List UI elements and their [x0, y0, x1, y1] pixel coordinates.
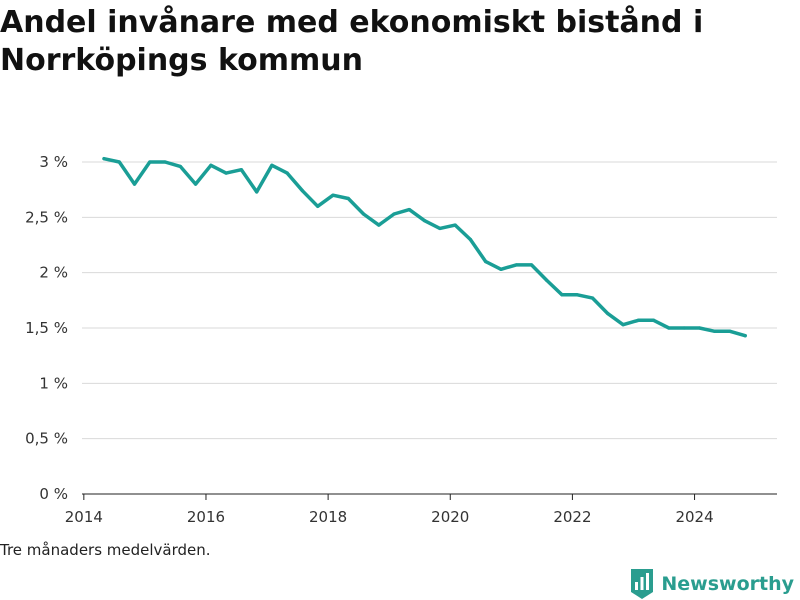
data-point: [682, 326, 686, 330]
grid-lines: [82, 161, 777, 440]
data-point: [392, 212, 396, 216]
x-tick-label: 2018: [309, 508, 347, 526]
footnote: Tre månaders medelvärden.: [0, 541, 211, 559]
y-tick-label: 3 %: [39, 153, 68, 171]
y-tick-label: 2 %: [39, 264, 68, 282]
data-point: [300, 189, 305, 193]
data-point: [545, 278, 549, 283]
data-point: [285, 171, 289, 175]
x-tick-label: 2020: [431, 508, 469, 526]
data-point: [529, 263, 534, 267]
y-tick-label: 1,5 %: [25, 319, 68, 337]
data-point: [728, 329, 732, 333]
data-point: [606, 312, 610, 316]
data-point: [453, 223, 457, 227]
chart-title: Andel invånare med ekonomiskt bistånd i …: [0, 5, 704, 78]
data-point: [102, 157, 106, 161]
data-point: [316, 204, 320, 208]
data-point: [484, 260, 488, 264]
y-tick-label: 0,5 %: [25, 430, 68, 448]
data-point: [621, 323, 625, 327]
data-point: [514, 263, 518, 267]
data-point: [163, 160, 167, 164]
data-point: [117, 160, 121, 164]
x-tick-label: 2024: [675, 508, 713, 526]
series-layer: [102, 156, 747, 338]
data-point: [423, 219, 427, 223]
data-point: [377, 223, 381, 227]
data-point: [468, 237, 473, 242]
data-point: [743, 334, 747, 338]
data-point: [636, 318, 640, 322]
data-point: [438, 226, 442, 230]
data-point: [499, 267, 503, 271]
brand-name: Newsworthy: [661, 573, 794, 595]
data-point: [224, 171, 228, 175]
data-point: [270, 163, 274, 167]
data-point: [667, 326, 671, 330]
x-tick-label: 2022: [553, 508, 591, 526]
data-point: [575, 293, 579, 297]
x-tick-label: 2016: [187, 508, 225, 526]
y-axis-labels: 0 % 0,5 % 1 % 1,5 % 2 % 2,5 % 3 %: [25, 153, 68, 503]
data-point: [346, 196, 350, 201]
data-point: [209, 163, 213, 167]
data-point: [697, 326, 702, 330]
data-point: [148, 160, 152, 164]
series-line: [102, 156, 747, 338]
data-point: [193, 182, 198, 186]
x-axis-ticks: 2014 2016 2018 2020 2022 2024: [65, 494, 714, 526]
data-point: [652, 318, 656, 322]
data-point: [560, 293, 564, 297]
x-tick-label: 2014: [65, 508, 103, 526]
data-point: [407, 207, 411, 212]
data-point: [713, 329, 717, 333]
y-tick-label: 2,5 %: [25, 208, 68, 226]
data-point: [132, 182, 137, 186]
data-point: [361, 212, 366, 216]
data-point: [239, 168, 243, 172]
data-point: [178, 164, 182, 169]
y-tick-label: 1 %: [39, 374, 68, 392]
data-point: [590, 296, 595, 300]
y-tick-label: 0 %: [39, 485, 68, 503]
data-point: [331, 193, 335, 197]
data-point: [255, 190, 259, 194]
newsworthy-brand[interactable]: Newsworthy: [630, 568, 794, 600]
bar-chart-logo-icon: [631, 569, 654, 599]
